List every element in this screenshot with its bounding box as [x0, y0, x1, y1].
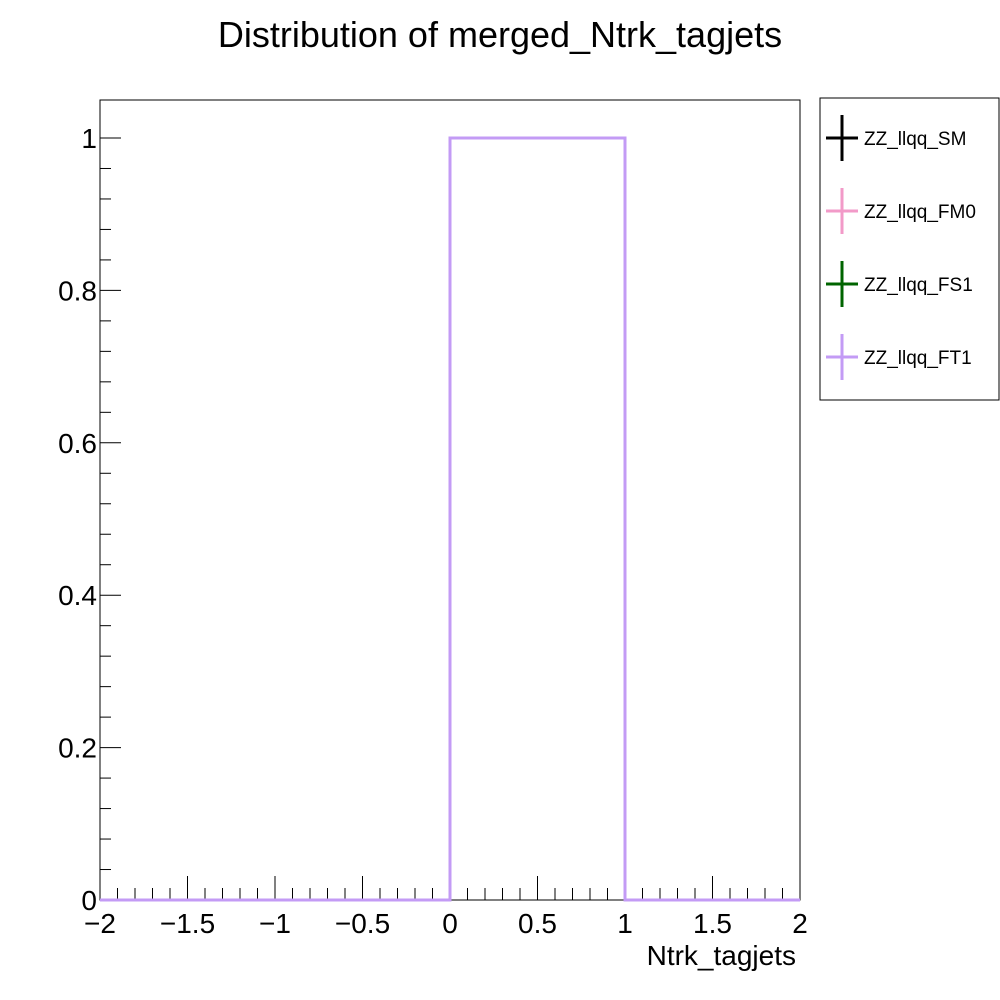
y-tick-label: 0	[81, 885, 97, 916]
chart-title: Distribution of merged_Ntrk_tagjets	[218, 14, 782, 55]
series-line-zz-llqq-ft1	[100, 136, 800, 902]
y-tick-label: 0.2	[58, 733, 97, 764]
x-axis-ticks	[99, 876, 801, 900]
legend-box	[819, 97, 1000, 401]
legend-entries: ZZ_llqq_SM ZZ_llqq_FM0 ZZ_llqq_FS1 ZZ_llqq_…	[826, 115, 976, 380]
legend-label-zz-llqq-fs1: ZZ_llqq_FS1	[864, 275, 973, 296]
y-axis-ticks	[100, 137, 121, 901]
series-lines	[100, 136, 800, 902]
legend-label-zz-llqq-sm: ZZ_llqq_SM	[864, 129, 966, 150]
x-tick-label: 0.5	[518, 908, 557, 939]
x-tick-label: −0.5	[335, 908, 390, 939]
y-tick-label: 1	[81, 123, 97, 154]
y-tick-label: 0.4	[58, 580, 97, 611]
x-tick-label: −1	[259, 908, 291, 939]
x-tick-label: 1	[617, 908, 633, 939]
legend: ZZ_llqq_SM ZZ_llqq_FM0 ZZ_llqq_FS1 ZZ_llqq_…	[819, 97, 1000, 401]
y-tick-label: 0.6	[58, 428, 97, 459]
x-tick-label: 1.5	[693, 908, 732, 939]
y-tick-label: 0.8	[58, 275, 97, 306]
x-axis-label: Ntrk_tagjets	[647, 940, 796, 971]
legend-label-zz-llqq-fm0: ZZ_llqq_FM0	[864, 202, 976, 223]
x-axis-tick-labels: −2 −1.5 −1 −0.5 0 0.5 1 1.5 2	[84, 908, 808, 939]
x-tick-label: −2	[84, 908, 116, 939]
y-axis-tick-labels: 0 0.2 0.4 0.6 0.8 1	[58, 123, 97, 916]
x-tick-label: −1.5	[160, 908, 215, 939]
x-tick-label: 0	[442, 908, 458, 939]
legend-label-zz-llqq-ft1: ZZ_llqq_FT1	[864, 348, 972, 369]
x-tick-label: 2	[792, 908, 808, 939]
